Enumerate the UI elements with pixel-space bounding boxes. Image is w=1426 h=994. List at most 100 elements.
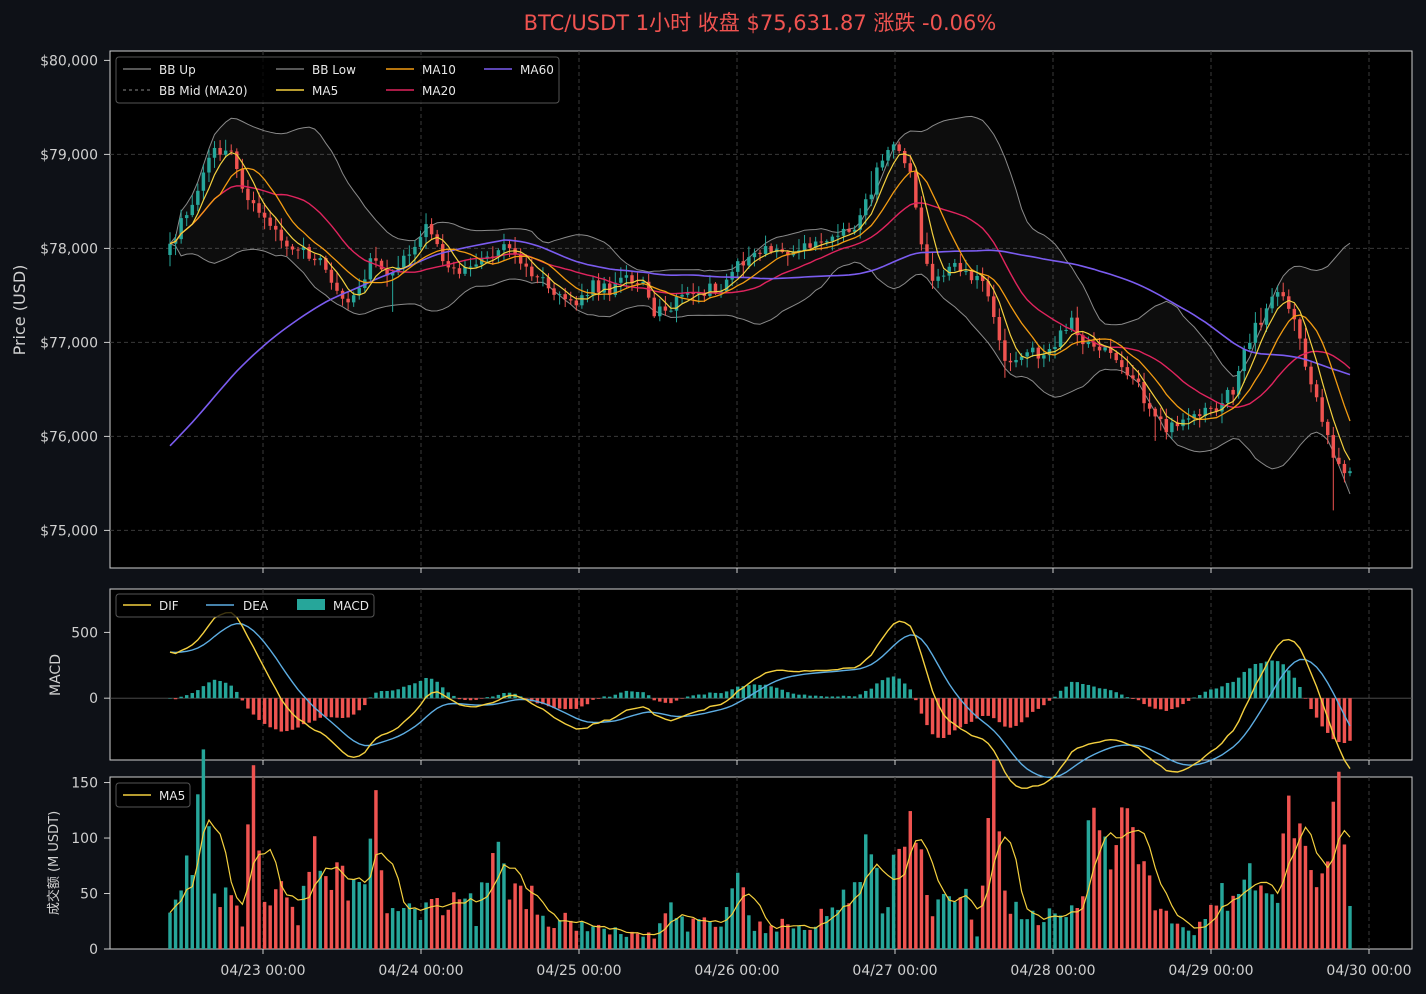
macd-histogram-bar	[786, 692, 790, 699]
candle-body	[474, 264, 478, 267]
macd-histogram-bar	[1242, 671, 1246, 699]
volume-bar	[374, 790, 378, 949]
macd-histogram-bar	[658, 698, 662, 702]
volume-bar	[218, 907, 222, 949]
macd-histogram-bar	[357, 698, 361, 711]
macd-histogram-bar	[1214, 688, 1219, 699]
candle-body	[1053, 346, 1057, 350]
legend-label-bb-mid: BB Mid (MA20)	[159, 84, 248, 98]
price-panel	[109, 50, 1413, 569]
volume-bar	[1337, 771, 1341, 949]
candle-body	[168, 243, 172, 255]
volume-bar	[607, 934, 612, 949]
candle-body	[274, 225, 278, 230]
macd-histogram-bar	[402, 686, 406, 699]
candle-body	[841, 228, 846, 236]
macd-histogram-bar	[318, 698, 323, 718]
macd-histogram-bar	[919, 698, 924, 714]
candle-body	[980, 275, 985, 282]
macd-histogram-bar	[324, 698, 328, 717]
candle-body	[1281, 292, 1285, 297]
candle-body	[424, 224, 428, 238]
volume-bar	[251, 765, 256, 949]
candle-body	[496, 250, 501, 258]
volume-bar	[396, 911, 400, 949]
candle-body	[184, 215, 189, 219]
bollinger-fill	[170, 116, 1350, 495]
volume-bar	[1103, 836, 1107, 949]
macd-histogram-bar	[1125, 697, 1130, 699]
macd-histogram-bar	[368, 697, 373, 699]
candle-body	[825, 241, 829, 243]
volume-bar	[1069, 905, 1074, 949]
time-tick-label: 04/30 00:00	[1326, 963, 1411, 979]
macd-histogram-bar	[1075, 682, 1079, 699]
volume-bar	[1058, 915, 1063, 949]
candle-body	[1131, 375, 1135, 379]
volume-bar	[274, 889, 278, 949]
volume-bar	[719, 926, 723, 949]
candle-body	[786, 251, 790, 256]
macd-histogram-bar	[535, 698, 540, 704]
candle-body	[1259, 322, 1263, 325]
macd-histogram-bar	[1120, 694, 1124, 699]
price-legend-box	[115, 56, 560, 104]
macd-histogram-bar	[646, 695, 651, 699]
dea-line	[169, 622, 1351, 779]
macd-histogram-bar	[841, 695, 846, 699]
volume-bar	[769, 925, 773, 949]
candle-body	[1320, 397, 1324, 422]
macd-histogram-bar	[669, 698, 673, 704]
price-tick-label: $80,000	[40, 53, 98, 69]
candle-body	[535, 276, 540, 278]
candle-body	[1192, 414, 1196, 419]
macd-histogram-bar	[1175, 698, 1180, 708]
volume-bar	[702, 917, 707, 949]
candle-body	[1264, 308, 1269, 325]
candle-body	[585, 295, 590, 297]
macd-histogram-bar	[262, 698, 267, 724]
candle-body	[619, 277, 623, 283]
candle-body	[335, 282, 339, 291]
macd-histogram-bar	[569, 698, 573, 709]
candle-body	[641, 281, 645, 284]
macd-histogram-bar	[1069, 681, 1074, 699]
macd-histogram-bar	[552, 698, 556, 709]
macd-histogram-bar	[702, 694, 707, 699]
macd-histogram-bar	[201, 686, 206, 699]
macd-histogram-bar	[864, 690, 868, 699]
volume-bar	[379, 870, 384, 949]
macd-histogram-bar	[858, 694, 862, 699]
volume-bar	[207, 826, 211, 949]
macd-histogram-bar	[1281, 664, 1285, 699]
macd-histogram-bar	[613, 694, 618, 699]
volume-bar	[324, 876, 328, 949]
candle-body	[569, 299, 573, 301]
macd-histogram-bar	[964, 698, 968, 724]
volume-tick-label: 0	[89, 942, 98, 958]
volume-bar	[363, 884, 367, 949]
macd-histogram-bar	[1025, 698, 1029, 718]
macd-layer	[110, 611, 1412, 789]
volume-bar	[997, 831, 1002, 949]
candle-body	[947, 266, 951, 276]
macd-histogram-bar	[1209, 689, 1213, 699]
candle-body	[769, 246, 773, 253]
candle-body	[852, 229, 857, 232]
macd-histogram-bar	[869, 688, 874, 699]
macd-histogram-bar	[385, 690, 389, 699]
macd-histogram-bar	[1019, 698, 1024, 723]
volume-bar	[797, 925, 801, 949]
macd-histogram-bar	[836, 696, 840, 699]
macd-histogram-bar	[418, 680, 423, 699]
volume-bar	[530, 885, 534, 949]
macd-histogram-bar	[246, 698, 250, 709]
volume-bar	[1298, 823, 1302, 949]
macd-histogram-bar	[218, 681, 222, 699]
macd-histogram-bar	[713, 692, 718, 699]
volume-bar	[184, 855, 189, 949]
macd-histogram-bar	[429, 678, 434, 699]
candle-body	[418, 237, 423, 247]
volume-bar	[685, 931, 690, 949]
macd-histogram-bar	[674, 698, 679, 701]
